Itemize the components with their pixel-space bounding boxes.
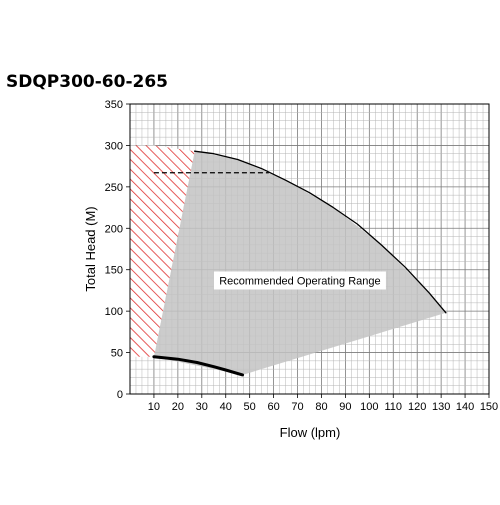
x-tick-label: 20 — [172, 401, 184, 413]
annotation-label: Recommended Operating Range — [219, 275, 380, 287]
annotation-box — [213, 271, 386, 290]
y-tick-label: 0 — [117, 389, 123, 401]
x-tick-label: 40 — [220, 401, 232, 413]
x-tick-label: 80 — [315, 401, 327, 413]
y-tick-label: 350 — [105, 99, 123, 111]
lower-curve-line — [152, 355, 244, 377]
curves — [152, 150, 447, 377]
y-tick-label: 250 — [105, 182, 123, 194]
y-tick-label: 50 — [111, 348, 123, 360]
regions — [130, 145, 446, 375]
x-tick-label: 100 — [360, 401, 378, 413]
x-tick-label: 60 — [267, 401, 279, 413]
x-tick-label: 30 — [196, 401, 208, 413]
recommended-range-region — [153, 151, 446, 375]
x-tick-label: 50 — [244, 401, 256, 413]
plot-frame — [129, 103, 490, 395]
x-tick-label: 90 — [339, 401, 351, 413]
hatched-region — [130, 145, 195, 357]
x-tick-label: 120 — [408, 401, 426, 413]
head-curve-line — [193, 150, 447, 314]
x-tick-label: 150 — [480, 401, 498, 413]
x-tick-label: 70 — [291, 401, 303, 413]
y-axis-label: Total Head (M) — [83, 206, 98, 291]
y-tick-label: 100 — [105, 306, 123, 318]
x-tick-label: 110 — [384, 401, 402, 413]
x-tick-label: 140 — [456, 401, 474, 413]
x-axis-label: Flow (lpm) — [280, 425, 341, 440]
y-tick-label: 300 — [105, 140, 123, 152]
tick-labels: 10 20 30 40 50 60 70 80 90 100 110 120 130 140 150 0 50 1… — [105, 99, 499, 413]
axes — [126, 103, 490, 398]
x-tick-label: 130 — [432, 401, 450, 413]
y-tick-label: 150 — [105, 265, 123, 277]
x-tick-label: 10 — [148, 401, 160, 413]
annotations: Recommended Operating Range — [213, 271, 386, 290]
y-tick-label: 200 — [105, 223, 123, 235]
chart-title: SDQP300-60-265 — [6, 72, 169, 92]
